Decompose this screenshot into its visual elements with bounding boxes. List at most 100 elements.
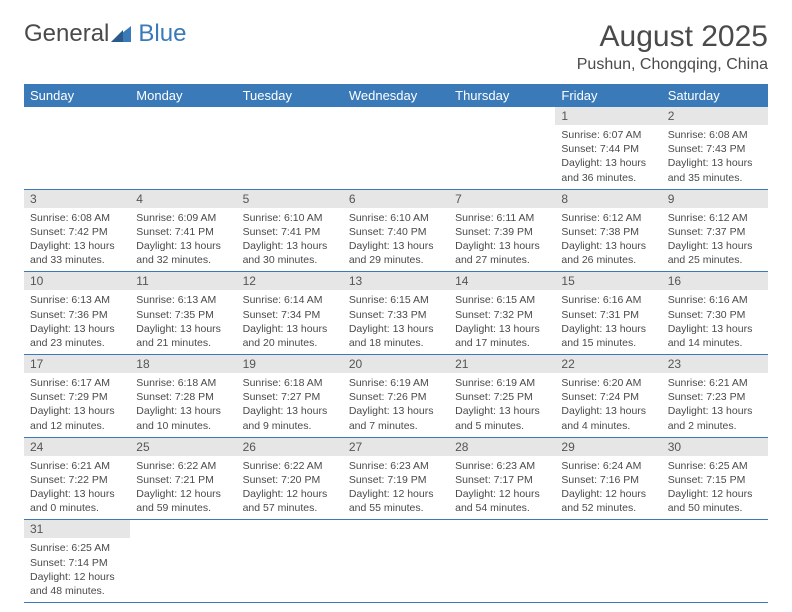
calendar-row: 3Sunrise: 6:08 AMSunset: 7:42 PMDaylight…: [24, 189, 768, 272]
day-details: Sunrise: 6:19 AMSunset: 7:26 PMDaylight:…: [343, 373, 449, 437]
day-number: 31: [24, 520, 130, 538]
calendar-cell: [24, 107, 130, 189]
daylight-text: Daylight: 13 hours and 30 minutes.: [243, 239, 337, 267]
sunrise-text: Sunrise: 6:13 AM: [30, 293, 124, 307]
calendar-row: 1 Sunrise: 6:07 AMSunset: 7:44 PM Daylight…: [24, 107, 768, 189]
day-number: 3: [24, 190, 130, 208]
sunrise-text: Sunrise: 6:22 AM: [136, 459, 230, 473]
calendar-cell: 8Sunrise: 6:12 AMSunset: 7:38 PMDaylight…: [555, 189, 661, 272]
daylight-text: Daylight: 13 hours and 23 minutes.: [30, 322, 124, 350]
calendar-cell: 3Sunrise: 6:08 AMSunset: 7:42 PMDaylight…: [24, 189, 130, 272]
calendar-cell: 4Sunrise: 6:09 AMSunset: 7:41 PMDaylight…: [130, 189, 236, 272]
calendar-cell: [343, 107, 449, 189]
calendar-cell: [237, 520, 343, 603]
daylight-text: Daylight: 13 hours and 4 minutes.: [561, 404, 655, 432]
day-number: 5: [237, 190, 343, 208]
sunset-text: Sunset: 7:16 PM: [561, 473, 655, 487]
sunset-text: Sunset: 7:24 PM: [561, 390, 655, 404]
day-number: 17: [24, 355, 130, 373]
day-number: 19: [237, 355, 343, 373]
day-details: Sunrise: 6:08 AMSunset: 7:42 PMDaylight:…: [24, 208, 130, 272]
daylight-text: Daylight: 13 hours and 5 minutes.: [455, 404, 549, 432]
sunset-text: Sunset: 7:40 PM: [349, 225, 443, 239]
sunrise-text: Sunrise: 6:17 AM: [30, 376, 124, 390]
calendar-body: 1 Sunrise: 6:07 AMSunset: 7:44 PM Daylight…: [24, 107, 768, 603]
sunrise-text: Sunrise: 6:10 AM: [243, 211, 337, 225]
sunset-text: Sunset: 7:43 PM: [668, 142, 762, 156]
day-details: Sunrise: 6:25 AMSunset: 7:15 PMDaylight:…: [662, 456, 768, 520]
sunset-text: Sunset: 7:28 PM: [136, 390, 230, 404]
sunrise-text: Sunrise: 6:23 AM: [455, 459, 549, 473]
calendar-cell: 17Sunrise: 6:17 AMSunset: 7:29 PMDayligh…: [24, 355, 130, 438]
calendar-cell: 11Sunrise: 6:13 AMSunset: 7:35 PMDayligh…: [130, 272, 236, 355]
sunrise-text: Sunrise: 6:07 AM: [561, 128, 655, 142]
location: Pushun, Chongqing, China: [577, 56, 768, 74]
day-details: Sunrise: 6:18 AMSunset: 7:28 PMDaylight:…: [130, 373, 236, 437]
daylight-text: Daylight: 13 hours and 21 minutes.: [136, 322, 230, 350]
day-details: Sunrise: 6:19 AMSunset: 7:25 PMDaylight:…: [449, 373, 555, 437]
sunrise-text: Sunrise: 6:16 AM: [668, 293, 762, 307]
day-number: 27: [343, 438, 449, 456]
sunset-text: Sunset: 7:39 PM: [455, 225, 549, 239]
month-title: August 2025: [577, 20, 768, 54]
sunrise-text: Sunrise: 6:15 AM: [349, 293, 443, 307]
day-number: 14: [449, 272, 555, 290]
daylight-text: Daylight: 12 hours and 55 minutes.: [349, 487, 443, 515]
calendar-cell: 6Sunrise: 6:10 AMSunset: 7:40 PMDaylight…: [343, 189, 449, 272]
day-number: 6: [343, 190, 449, 208]
daylight-text: Daylight: 13 hours and 20 minutes.: [243, 322, 337, 350]
calendar-cell: 7Sunrise: 6:11 AMSunset: 7:39 PMDaylight…: [449, 189, 555, 272]
day-details: Sunrise: 6:24 AMSunset: 7:16 PMDaylight:…: [555, 456, 661, 520]
day-details: Sunrise: 6:10 AMSunset: 7:40 PMDaylight:…: [343, 208, 449, 272]
daylight-text: Daylight: 13 hours and 25 minutes.: [668, 239, 762, 267]
sunset-text: Sunset: 7:21 PM: [136, 473, 230, 487]
day-details: Sunrise: 6:21 AMSunset: 7:23 PMDaylight:…: [662, 373, 768, 437]
title-block: August 2025 Pushun, Chongqing, China: [577, 20, 768, 74]
day-number: 30: [662, 438, 768, 456]
sunset-text: Sunset: 7:25 PM: [455, 390, 549, 404]
day-number: 1: [555, 107, 661, 125]
logo: General Blue: [24, 20, 186, 48]
sunrise-text: Sunrise: 6:08 AM: [30, 211, 124, 225]
sunrise-text: Sunrise: 6:11 AM: [455, 211, 549, 225]
day-details: Sunrise: 6:13 AMSunset: 7:36 PMDaylight:…: [24, 290, 130, 354]
sunset-text: Sunset: 7:34 PM: [243, 308, 337, 322]
calendar-cell: 1Sunrise: 6:07 AMSunset: 7:44 PMDaylight…: [555, 107, 661, 189]
day-details: Sunrise: 6:18 AMSunset: 7:27 PMDaylight:…: [237, 373, 343, 437]
daylight-text: Daylight: 13 hours and 18 minutes.: [349, 322, 443, 350]
day-number: 13: [343, 272, 449, 290]
sunset-text: Sunset: 7:36 PM: [30, 308, 124, 322]
daylight-text: Daylight: 13 hours and 35 minutes.: [668, 156, 762, 184]
sunset-text: Sunset: 7:27 PM: [243, 390, 337, 404]
sunset-text: Sunset: 7:17 PM: [455, 473, 549, 487]
weekday-header: Sunday: [24, 84, 130, 107]
sunrise-text: Sunrise: 6:13 AM: [136, 293, 230, 307]
daylight-text: Daylight: 13 hours and 14 minutes.: [668, 322, 762, 350]
calendar-cell: 21Sunrise: 6:19 AMSunset: 7:25 PMDayligh…: [449, 355, 555, 438]
sunrise-text: Sunrise: 6:19 AM: [455, 376, 549, 390]
day-number: 4: [130, 190, 236, 208]
sunrise-text: Sunrise: 6:16 AM: [561, 293, 655, 307]
calendar-cell: 5Sunrise: 6:10 AMSunset: 7:41 PMDaylight…: [237, 189, 343, 272]
weekday-header: Thursday: [449, 84, 555, 107]
weekday-row: Sunday Monday Tuesday Wednesday Thursday…: [24, 84, 768, 107]
sunset-text: Sunset: 7:30 PM: [668, 308, 762, 322]
sunset-text: Sunset: 7:38 PM: [561, 225, 655, 239]
weekday-header: Tuesday: [237, 84, 343, 107]
calendar-cell: 14Sunrise: 6:15 AMSunset: 7:32 PMDayligh…: [449, 272, 555, 355]
weekday-header: Saturday: [662, 84, 768, 107]
daylight-text: Daylight: 13 hours and 32 minutes.: [136, 239, 230, 267]
day-number: 22: [555, 355, 661, 373]
calendar-row: 10Sunrise: 6:13 AMSunset: 7:36 PMDayligh…: [24, 272, 768, 355]
day-details: Sunrise: 6:14 AMSunset: 7:34 PMDaylight:…: [237, 290, 343, 354]
day-details: Sunrise: 6:12 AMSunset: 7:37 PMDaylight:…: [662, 208, 768, 272]
calendar-cell: 18Sunrise: 6:18 AMSunset: 7:28 PMDayligh…: [130, 355, 236, 438]
sunset-text: Sunset: 7:29 PM: [30, 390, 124, 404]
calendar-cell: [237, 107, 343, 189]
day-number: 26: [237, 438, 343, 456]
day-number: 12: [237, 272, 343, 290]
sunset-text: Sunset: 7:44 PM: [561, 142, 655, 156]
calendar-cell: 26Sunrise: 6:22 AMSunset: 7:20 PMDayligh…: [237, 437, 343, 520]
logo-sail-icon: [111, 24, 137, 44]
daylight-text: Daylight: 12 hours and 52 minutes.: [561, 487, 655, 515]
